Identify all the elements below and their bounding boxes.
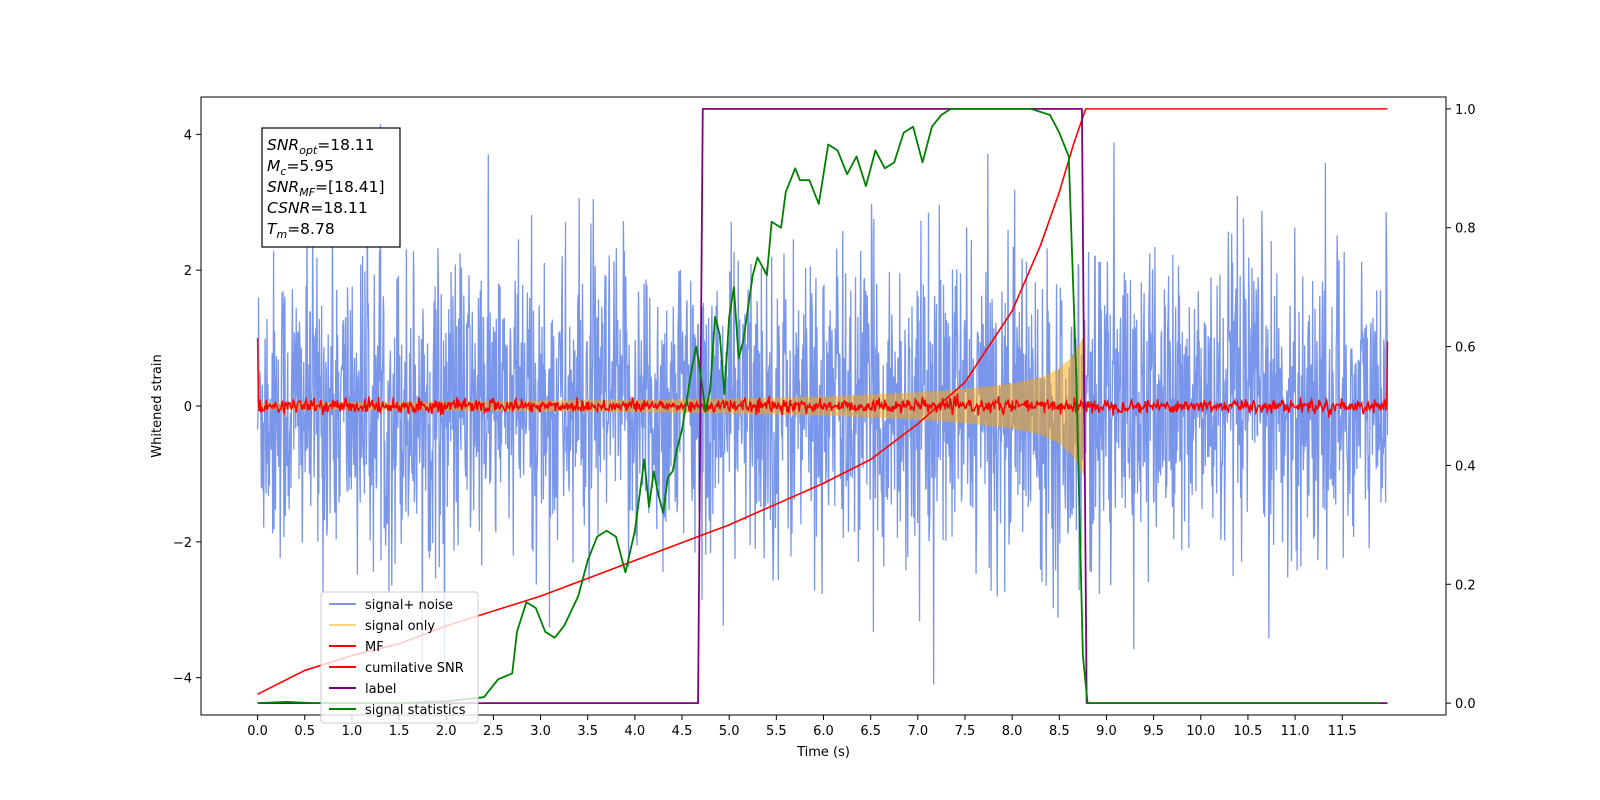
x-tick-label: 3.5 xyxy=(577,724,598,739)
annotation-symbol: M xyxy=(267,157,280,175)
x-tick-label: 6.5 xyxy=(860,724,881,739)
snr-annotation-box: SNRopt=18.11Mc=5.95SNRMF=[18.41]CSNR=18.… xyxy=(261,127,401,248)
x-axis-label: Time (s) xyxy=(796,745,850,760)
legend-label: MF xyxy=(365,640,384,655)
x-tick-label: 2.5 xyxy=(483,724,504,739)
y-tick-label: −2 xyxy=(173,536,192,551)
legend: signal+ noise signal only MF cumilative SNR… xyxy=(320,591,479,724)
x-axis: 0.0 0.5 1.0 1.5 2.0 2.5 3.0 3.5 4.0 4.5 5.0 5.5 6.0 6… xyxy=(247,715,1357,739)
x-tick-label: 4.5 xyxy=(672,724,693,739)
x-tick-label: 6.0 xyxy=(813,724,834,739)
y2-tick-label: 1.0 xyxy=(1455,103,1476,118)
x-tick-label: 5.0 xyxy=(719,724,740,739)
y-tick-label: 2 xyxy=(184,264,192,279)
y-tick-label: 0 xyxy=(184,400,192,415)
x-tick-label: 9.0 xyxy=(1096,724,1117,739)
legend-label: signal statistics xyxy=(365,703,466,718)
legend-label: label xyxy=(365,682,396,697)
annotation-subscript: opt xyxy=(299,144,318,157)
annotation-line: SNRMF=[18.41] xyxy=(267,178,385,199)
annotation-subscript: MF xyxy=(299,186,315,199)
annotation-frame xyxy=(261,127,401,248)
legend-label: signal+ noise xyxy=(365,598,453,613)
x-tick-label: 4.0 xyxy=(625,724,646,739)
annotation-symbol: SNR xyxy=(267,178,299,196)
x-tick-label: 10.5 xyxy=(1233,724,1262,739)
x-tick-label: 3.0 xyxy=(530,724,551,739)
y-axis-label: Whitened strain xyxy=(150,354,165,457)
series-line-signal-statistics xyxy=(257,107,1380,705)
y2-tick-label: 0.4 xyxy=(1455,459,1476,474)
y2-tick-label: 0.0 xyxy=(1455,697,1476,712)
annotation-symbol: T xyxy=(267,220,278,238)
annotation-line: SNRopt=18.11 xyxy=(267,136,375,157)
x-tick-label: 7.0 xyxy=(907,724,928,739)
annotation-line: Tm=8.78 xyxy=(267,220,335,241)
annotation-value: =8.78 xyxy=(287,220,335,238)
legend-frame xyxy=(320,591,479,724)
series-line-mf xyxy=(256,338,1389,418)
annotation-subscript: c xyxy=(280,165,286,178)
series-line-signal-noise xyxy=(256,124,1389,685)
legend-label: signal only xyxy=(365,619,435,634)
y-tick-label: −4 xyxy=(173,672,192,687)
x-tick-label: 8.0 xyxy=(1002,724,1023,739)
x-tick-label: 2.0 xyxy=(436,724,457,739)
y-tick-label: 4 xyxy=(184,128,192,143)
legend-label: cumilative SNR xyxy=(365,661,464,676)
annotation-subscript: m xyxy=(276,228,287,241)
x-tick-label: 5.5 xyxy=(766,724,787,739)
x-tick-label: 0.5 xyxy=(294,724,315,739)
x-tick-label: 0.0 xyxy=(247,724,268,739)
annotation-value: =[18.41] xyxy=(315,178,384,196)
x-tick-label: 10.0 xyxy=(1186,724,1215,739)
annotation-symbol: SNR xyxy=(267,136,299,154)
annotation-line: Mc=5.95 xyxy=(267,157,334,178)
y2-tick-label: 0.2 xyxy=(1455,578,1476,593)
y-axis-left: −4 −2 0 2 4 xyxy=(173,128,201,687)
x-tick-label: 1.5 xyxy=(389,724,410,739)
annotation-value: =5.95 xyxy=(286,157,334,175)
annotation-value: =18.11 xyxy=(317,136,374,154)
annotation-symbol: CSNR xyxy=(267,199,310,217)
x-tick-label: 7.5 xyxy=(955,724,976,739)
x-tick-label: 11.0 xyxy=(1281,724,1310,739)
x-tick-label: 11.5 xyxy=(1328,724,1357,739)
x-tick-label: 8.5 xyxy=(1049,724,1070,739)
y-axis-right: 0.0 0.2 0.4 0.6 0.8 1.0 xyxy=(1446,103,1476,712)
y2-tick-label: 0.6 xyxy=(1455,341,1476,356)
annotation-line: CSNR=18.11 xyxy=(267,199,368,217)
y2-tick-label: 0.8 xyxy=(1455,222,1476,237)
annotation-value: =18.11 xyxy=(310,199,367,217)
x-tick-label: 1.0 xyxy=(342,724,363,739)
x-tick-label: 9.5 xyxy=(1143,724,1164,739)
